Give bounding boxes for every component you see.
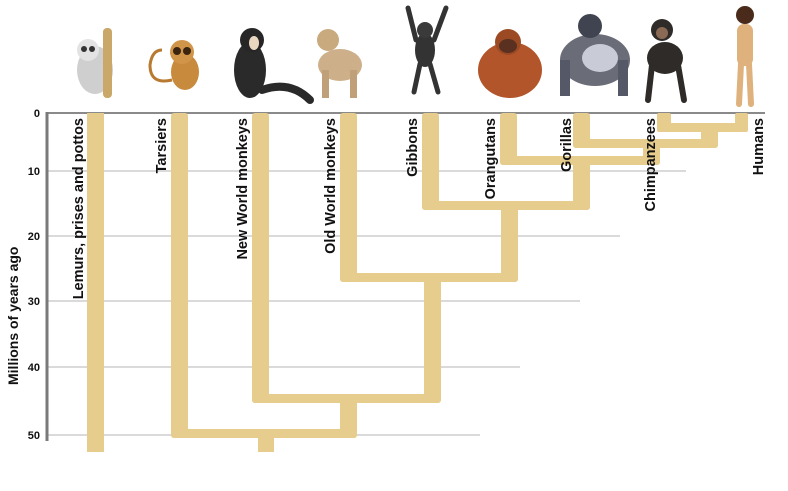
taxon-label-orangutans: Orangutans <box>483 118 499 199</box>
taxon-label-lemurs: Lemurs, prises and pottos <box>71 118 87 299</box>
tick-label: 10 <box>28 166 40 178</box>
taxon-label-gibbons: Gibbons <box>405 118 421 177</box>
taxon-label-new-world-monkeys: New World monkeys <box>235 118 251 260</box>
branch-orangutans <box>500 113 517 165</box>
branch-root-stub <box>258 436 274 452</box>
branch-gibbon-great-ape-join <box>422 201 590 210</box>
tick-labels: 0 10 20 30 40 50 <box>28 108 40 442</box>
gibbon-icon <box>405 5 449 95</box>
branch-african-ape-stem <box>643 144 660 165</box>
taxon-label-chimpanzees: Chimpanzees <box>643 118 659 211</box>
branch-platyrrhine-catarrhine-join <box>252 394 440 403</box>
branch-gorilla-hominin-join <box>573 139 718 148</box>
tick-label: 30 <box>28 296 40 308</box>
branch-hominoid-stem <box>501 205 518 282</box>
new-world-monkey-icon <box>234 28 314 104</box>
y-axis-label: Millions of years ago <box>5 247 21 385</box>
branch-anthropoid-stem <box>340 400 357 438</box>
taxon-labels: Lemurs, prises and pottos Tarsiers New W… <box>71 118 767 299</box>
branch-orangutan-african-ape-join <box>500 156 660 165</box>
lemur-icon <box>77 28 113 98</box>
branch-chimp-human-join <box>657 123 748 132</box>
branch-lemurs <box>87 113 104 452</box>
branch-gibbons <box>422 113 439 210</box>
taxon-label-old-world-monkeys: Old World monkeys <box>323 118 339 254</box>
branch-catarrhine-stem <box>424 277 441 403</box>
branch-new-world-monkeys <box>252 113 269 403</box>
tick-label: 0 <box>34 108 40 120</box>
tick-label: 20 <box>28 231 40 243</box>
baboon-icon <box>317 29 362 98</box>
human-icon <box>736 6 754 107</box>
tarsier-icon <box>148 40 199 90</box>
tick-label: 40 <box>28 362 40 374</box>
taxon-label-tarsiers: Tarsiers <box>154 118 170 173</box>
branch-tarsier-anthropoid-join <box>171 429 357 438</box>
tick-label: 50 <box>28 430 40 442</box>
orangutan-icon <box>478 29 542 98</box>
gorilla-icon <box>560 14 630 96</box>
branches <box>87 113 748 452</box>
taxon-label-gorillas: Gorillas <box>559 118 575 172</box>
chimpanzee-icon <box>645 19 687 103</box>
branch-great-ape-stem <box>573 160 590 210</box>
branch-old-world-monkeys <box>340 113 357 282</box>
branch-cercopithecoid-hominoid-join <box>340 273 518 282</box>
branch-humans <box>735 113 748 132</box>
branch-tarsiers <box>171 113 188 438</box>
taxon-label-humans: Humans <box>751 118 767 175</box>
